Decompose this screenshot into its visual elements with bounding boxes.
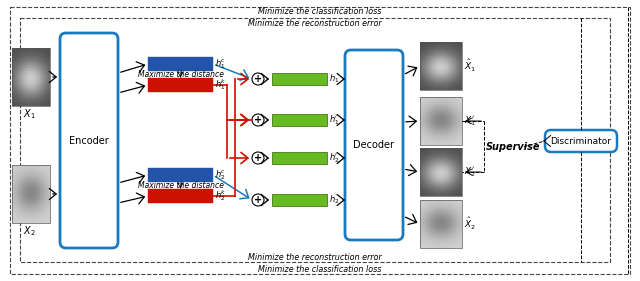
Bar — [148, 168, 213, 182]
Bar — [148, 57, 213, 71]
Text: Minimize the reconstruction error: Minimize the reconstruction error — [248, 253, 382, 262]
Bar — [272, 194, 327, 206]
Bar — [148, 78, 213, 92]
FancyBboxPatch shape — [545, 130, 617, 152]
Text: +: + — [254, 153, 262, 163]
FancyBboxPatch shape — [345, 50, 403, 240]
Text: $h_2^k$: $h_2^k$ — [215, 189, 227, 203]
Text: $\hat{X}_2$: $\hat{X}_2$ — [464, 216, 476, 232]
Text: Minimize the classification loss: Minimize the classification loss — [259, 8, 381, 17]
Bar — [420, 42, 462, 90]
Text: Decoder: Decoder — [353, 140, 394, 150]
Text: $h_1$: $h_1$ — [329, 73, 339, 85]
Bar — [12, 165, 50, 223]
Bar — [272, 114, 327, 126]
Text: Supervise: Supervise — [486, 142, 541, 151]
Text: Minimize the reconstruction error: Minimize the reconstruction error — [248, 19, 382, 28]
Bar — [420, 148, 462, 196]
Bar — [420, 200, 462, 248]
Text: $X_2$: $X_2$ — [22, 224, 35, 238]
Text: $h_1^c$: $h_1^c$ — [215, 57, 226, 71]
Text: Minimize the classification loss: Minimize the classification loss — [259, 264, 381, 273]
Text: $h_2'$: $h_2'$ — [329, 151, 339, 165]
Bar — [20, 18, 610, 262]
Text: Maximize the distance: Maximize the distance — [138, 181, 223, 190]
Text: $X_1'$: $X_1'$ — [464, 114, 476, 128]
Text: $X_2'$: $X_2'$ — [464, 165, 476, 179]
Circle shape — [252, 73, 264, 85]
Circle shape — [252, 152, 264, 164]
Text: Maximize the distance: Maximize the distance — [138, 70, 223, 79]
Bar — [272, 73, 327, 85]
Text: +: + — [254, 74, 262, 84]
Circle shape — [252, 194, 264, 206]
Bar — [272, 152, 327, 164]
Text: $h_1^k$: $h_1^k$ — [215, 78, 227, 92]
Text: +: + — [254, 115, 262, 125]
Text: $h_1'$: $h_1'$ — [329, 113, 339, 127]
Bar — [420, 97, 462, 145]
Text: $X_1$: $X_1$ — [22, 107, 35, 121]
Bar — [12, 48, 50, 106]
Text: Discriminator: Discriminator — [550, 137, 611, 146]
Bar — [148, 189, 213, 203]
Text: +: + — [254, 195, 262, 205]
FancyBboxPatch shape — [60, 33, 118, 248]
Circle shape — [252, 114, 264, 126]
Text: Encoder: Encoder — [69, 135, 109, 146]
Text: $\hat{X}_1$: $\hat{X}_1$ — [464, 58, 476, 74]
Text: $h_2$: $h_2$ — [329, 194, 339, 206]
Text: $h_2^c$: $h_2^c$ — [215, 168, 226, 182]
